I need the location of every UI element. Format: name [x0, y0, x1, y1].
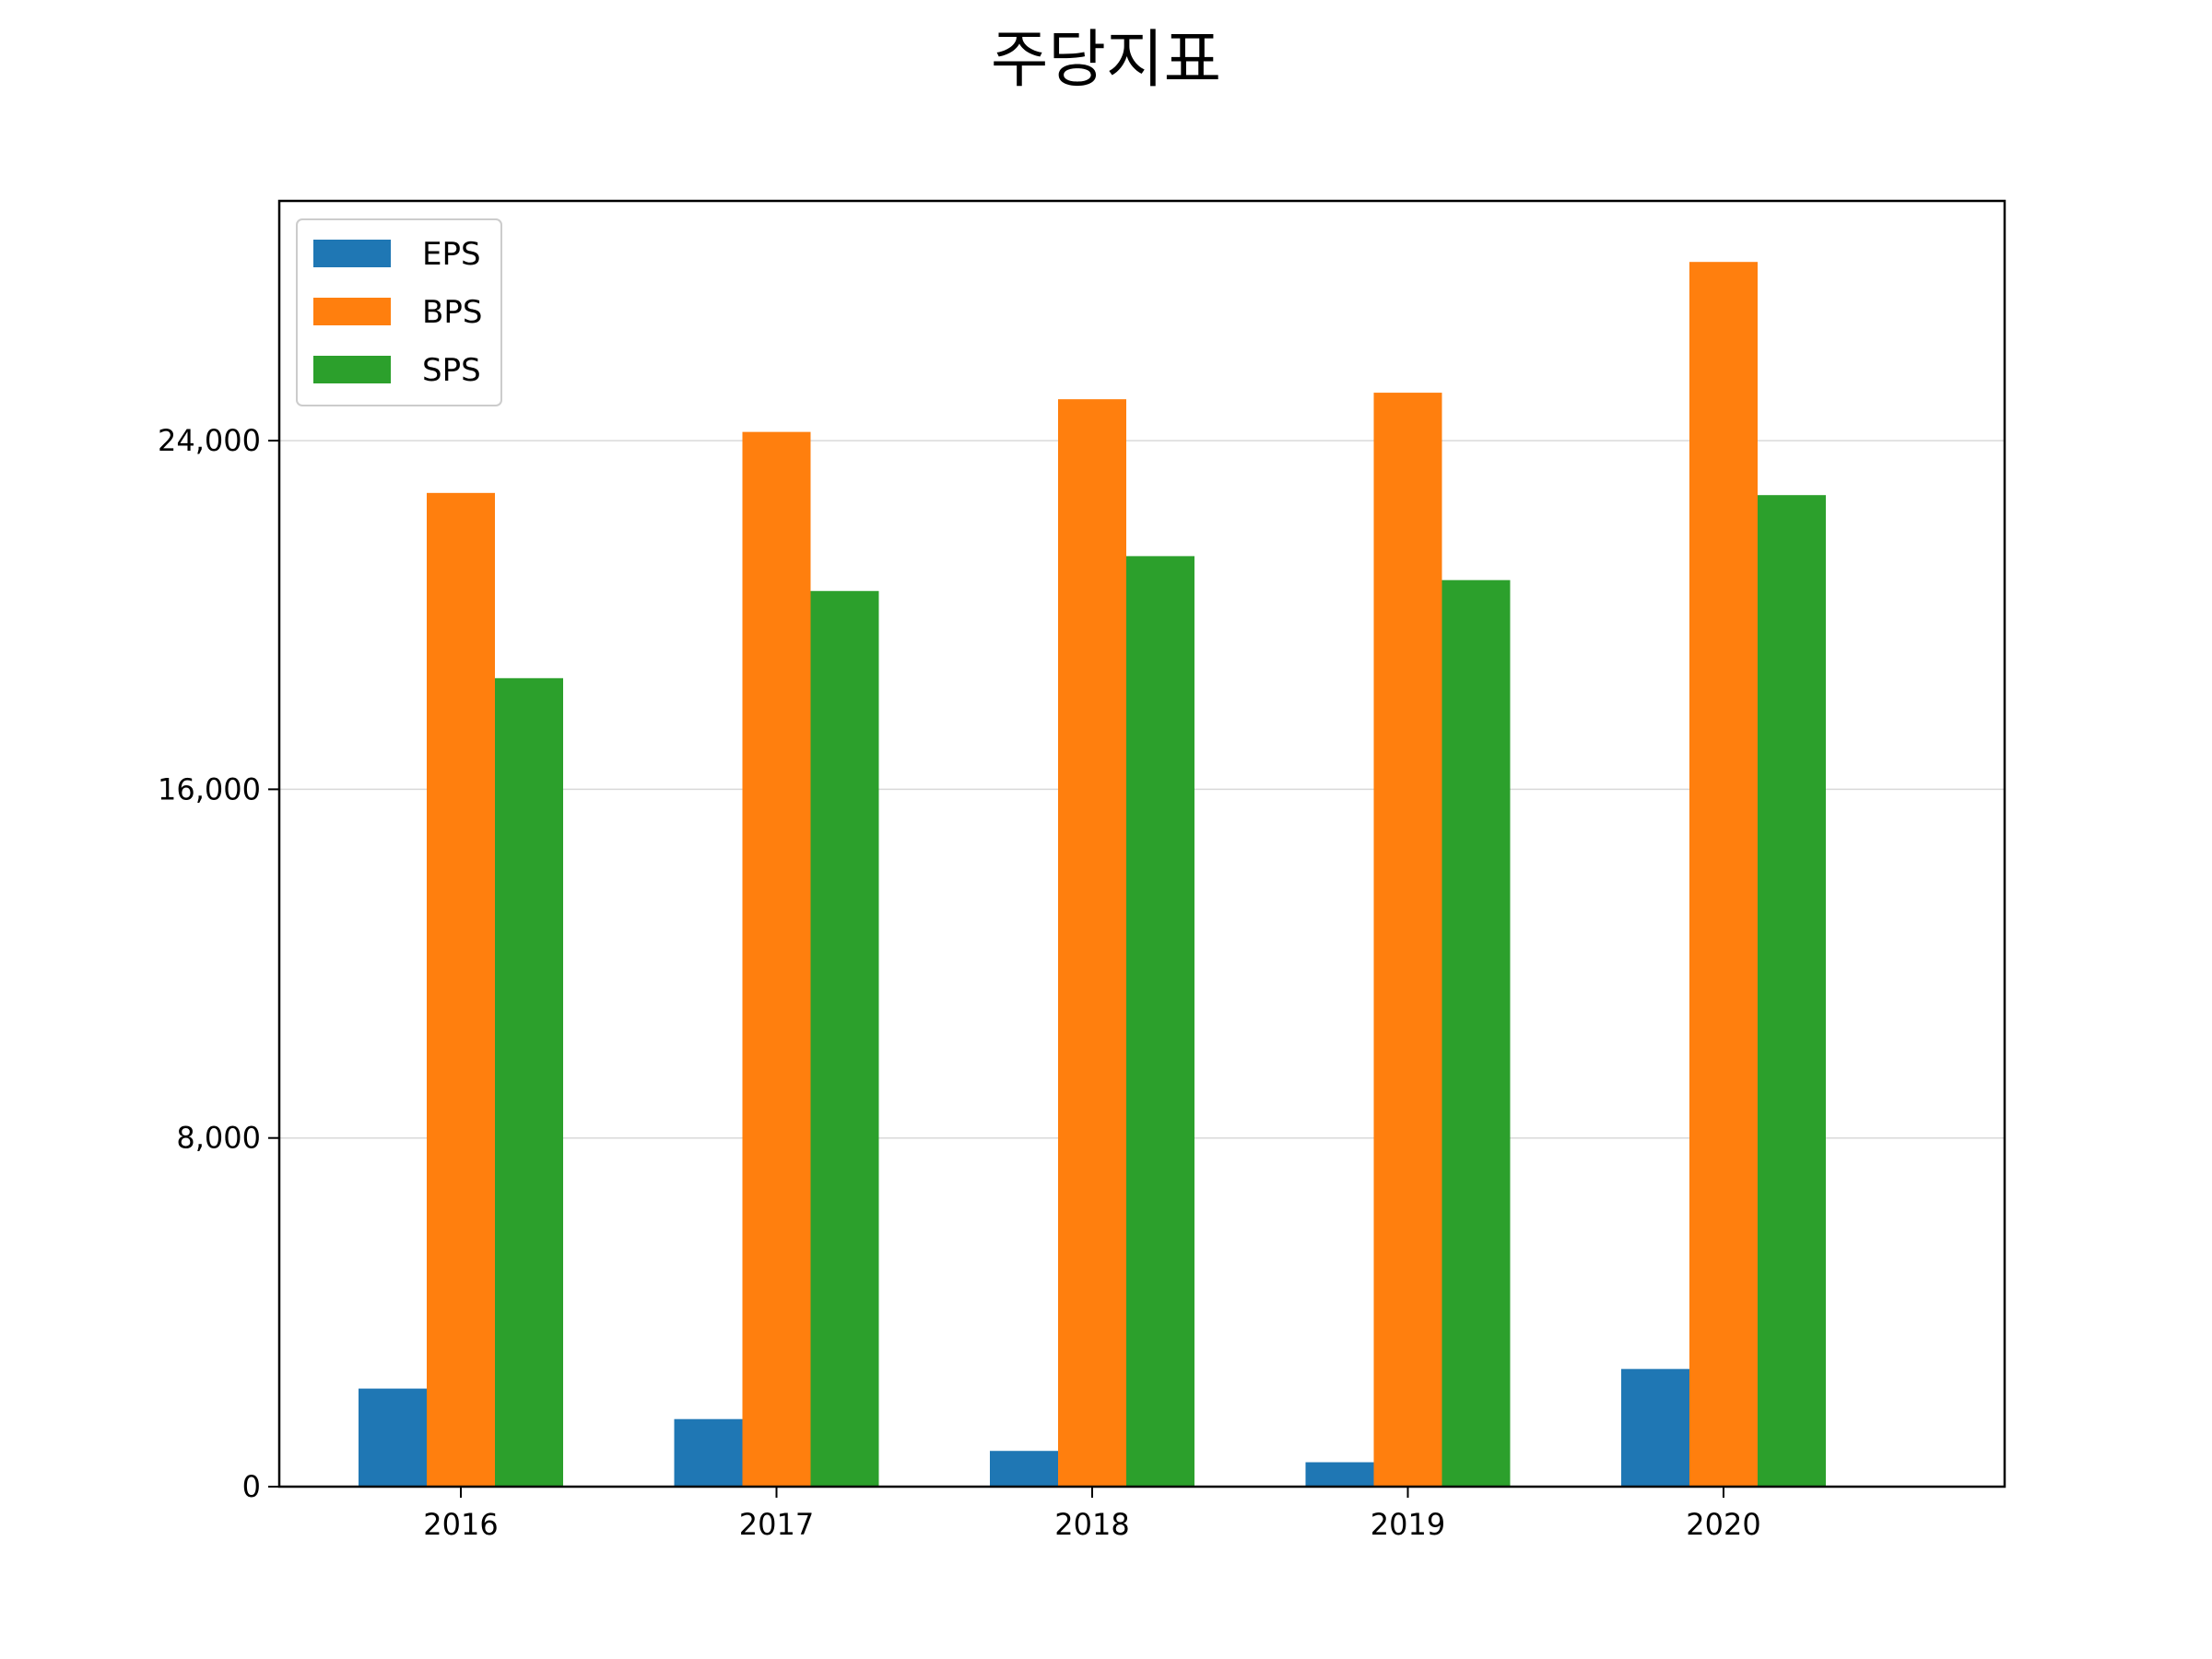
x-tick-label: 2016 [423, 1507, 498, 1542]
x-tick-label: 2020 [1686, 1507, 1760, 1542]
bar-eps-2016 [359, 1388, 427, 1487]
bar-bps-2020 [1689, 262, 1758, 1488]
legend-swatch-sps [313, 356, 391, 383]
legend-label-bps: BPS [422, 294, 482, 331]
bar-eps-2020 [1621, 1369, 1689, 1487]
y-tick-label: 8,000 [176, 1121, 261, 1156]
chart-title: 주당지표 [991, 24, 1221, 97]
plot-frame [277, 199, 2006, 1488]
x-tick-label: 2018 [1054, 1507, 1129, 1542]
y-axis: 0 8,000 16,000 24,000 [158, 423, 279, 1504]
bar-bps-2017 [742, 431, 811, 1488]
bar-eps-2017 [674, 1418, 743, 1487]
bar-eps-2018 [990, 1451, 1058, 1487]
bar-sps-2020 [1758, 495, 1826, 1488]
bar-sps-2016 [495, 677, 563, 1487]
x-tick-label: 2019 [1371, 1507, 1445, 1542]
legend: EPS BPS SPS [296, 218, 502, 406]
y-tick-label: 0 [242, 1469, 261, 1504]
legend-swatch-eps [313, 240, 391, 267]
x-tick-label: 2017 [739, 1507, 814, 1542]
y-tick-label: 24,000 [158, 423, 261, 458]
legend-label-eps: EPS [422, 236, 481, 273]
bar-bps-2016 [427, 492, 495, 1487]
bar-bps-2019 [1373, 393, 1442, 1487]
x-axis: 2016 2017 2018 2019 2020 [423, 1487, 1761, 1542]
y-tick-label: 16,000 [158, 771, 261, 806]
bar-sps-2018 [1126, 556, 1194, 1487]
bars [359, 262, 1826, 1488]
bar-eps-2019 [1305, 1462, 1374, 1487]
legend-label-sps: SPS [422, 352, 481, 389]
bar-bps-2018 [1058, 399, 1126, 1487]
bar-sps-2019 [1441, 580, 1511, 1487]
bar-sps-2017 [810, 591, 879, 1487]
legend-swatch-bps [313, 298, 391, 325]
